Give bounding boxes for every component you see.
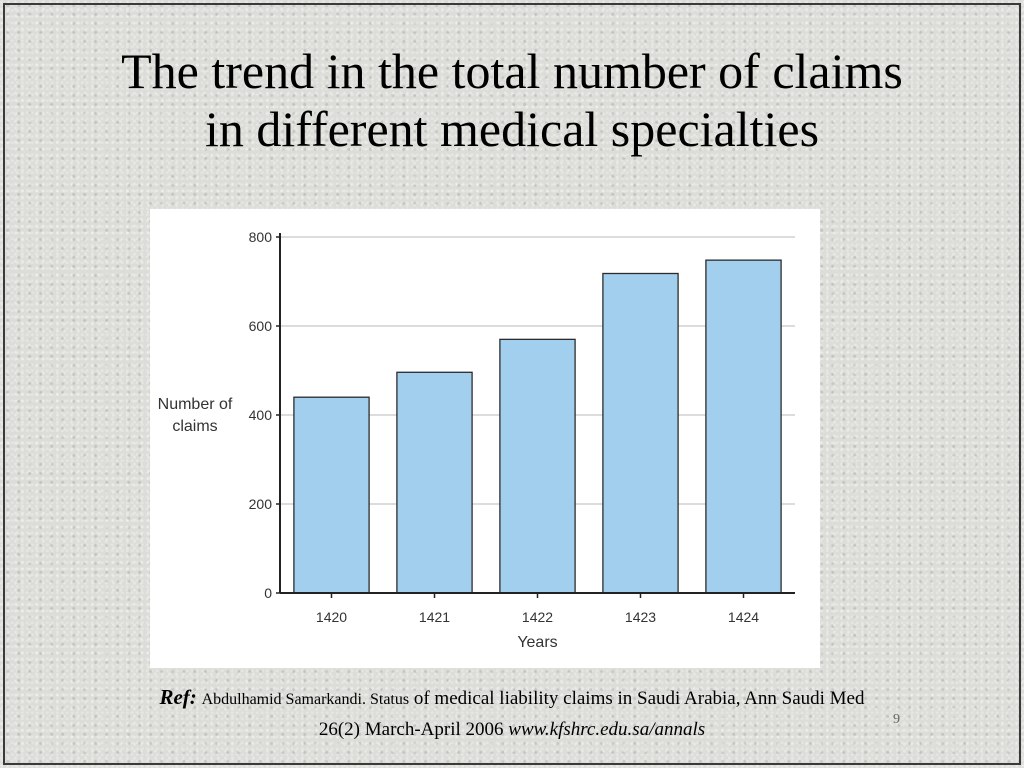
reference-label: Ref: <box>159 685 197 709</box>
bar-1420 <box>293 396 370 594</box>
reference-citation: Ref: Abdulhamid Samarkandi. Status of me… <box>60 682 964 745</box>
x-tick-label-1420: 1420 <box>316 609 347 625</box>
bar-1424 <box>705 259 782 594</box>
y-tick-label: 800 <box>249 229 273 245</box>
reference-journal: 26(2) March-April 2006 <box>318 719 509 740</box>
x-axis-title: Years <box>517 634 557 651</box>
x-tick-label-1423: 1423 <box>625 609 656 625</box>
slide-frame <box>3 3 1021 765</box>
axis-labels: 0 200 400 600 800 1420 1421 1422 1423 1424 Years Nu… <box>158 229 760 651</box>
reference-url: www.kfshrc.edu.sa/annals <box>508 719 706 740</box>
y-tick-label: 0 <box>264 585 272 601</box>
y-axis-title-line-1: Number of <box>158 396 233 413</box>
y-tick-label: 600 <box>249 318 273 334</box>
slide-title: The trend in the total number of claims … <box>0 42 1024 158</box>
reference-line-1: Ref: Abdulhamid Samarkandi. Status of me… <box>60 682 964 715</box>
bar-1422 <box>499 338 576 594</box>
reference-text: of medical liability claims in Saudi Ara… <box>409 688 865 709</box>
bar-1421 <box>396 371 473 594</box>
axes <box>276 233 795 598</box>
bar-chart-panel: 0 200 400 600 800 1420 1421 1422 1423 1424 Years Nu… <box>150 209 820 668</box>
reference-line-2: 26(2) March-April 2006 www.kfshrc.edu.sa… <box>60 715 964 745</box>
bars <box>293 259 782 594</box>
bar-chart: 0 200 400 600 800 1420 1421 1422 1423 1424 Years Nu… <box>158 229 795 651</box>
reference-author: Abdulhamid Samarkandi. Status <box>201 691 410 708</box>
slide-title-line-2: in different medical specialties <box>204 101 820 157</box>
bar-1423 <box>602 272 679 594</box>
y-axis-title-line-2: claims <box>172 418 217 435</box>
y-tick-label: 400 <box>249 407 273 423</box>
page-number: 9 <box>893 712 900 727</box>
x-tick-label-1422: 1422 <box>522 609 553 625</box>
slide-title-line-1: The trend in the total number of claims <box>121 43 903 99</box>
x-tick-label-1424: 1424 <box>728 609 759 625</box>
y-tick-label: 200 <box>249 496 273 512</box>
x-tick-label-1421: 1421 <box>419 609 450 625</box>
